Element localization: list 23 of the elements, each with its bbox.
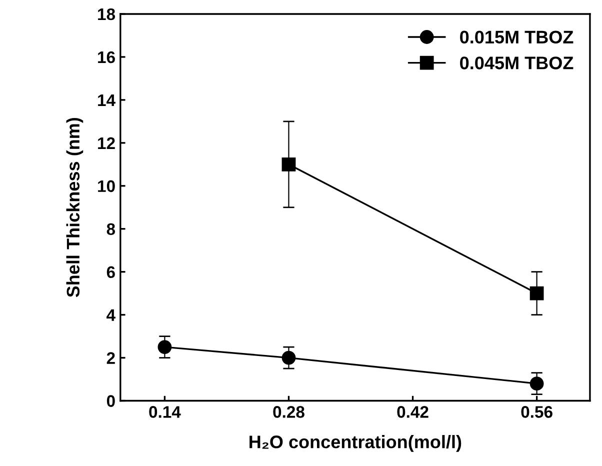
x-tick-label: 0.42 <box>397 406 428 418</box>
y-tick-label: 14 <box>98 94 116 106</box>
y-tick-label: 0 <box>106 395 115 407</box>
legend-label: 0.015M TBOZ <box>460 30 574 44</box>
y-tick-label: 6 <box>106 266 115 278</box>
point <box>530 286 544 300</box>
point <box>158 340 172 354</box>
x-axis-title: H₂O concentration(mol/l) <box>250 435 462 452</box>
y-tick-label: 18 <box>98 8 116 20</box>
x-tick-label: 0.28 <box>273 406 304 418</box>
y-tick-label: 12 <box>98 137 115 149</box>
x-tick-label: 0.56 <box>521 406 552 418</box>
y-tick-label: 10 <box>98 180 115 192</box>
point <box>282 350 296 365</box>
y-axis-title: Shell Thickness (nm) <box>66 118 84 298</box>
x-tick-label: 0.14 <box>149 406 181 418</box>
y-tick-label: 8 <box>106 223 116 236</box>
legend-label: 0.045M TBOZ <box>460 56 574 70</box>
y-tick-label: 2 <box>106 352 115 364</box>
point <box>530 376 544 391</box>
point <box>282 157 296 172</box>
y-tick-label: 4 <box>106 309 116 321</box>
y-tick-label: 16 <box>98 51 115 64</box>
